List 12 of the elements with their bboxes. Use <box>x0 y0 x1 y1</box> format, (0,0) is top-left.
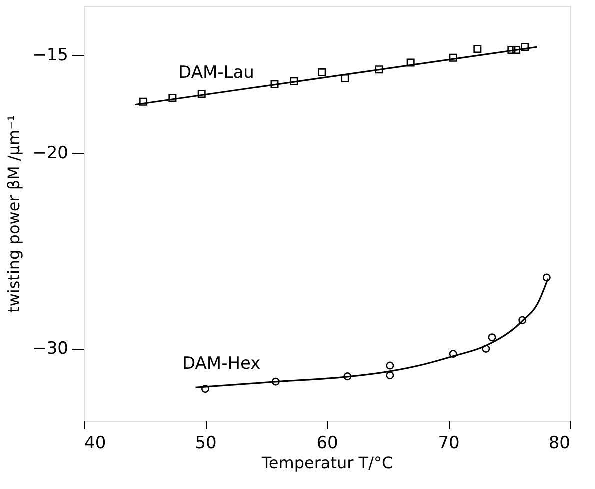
x-tick-label: 50 <box>195 434 217 454</box>
x-tick-label: 60 <box>316 434 338 454</box>
x-tick-label: 80 <box>548 434 570 454</box>
y-tick-label: −30 <box>32 339 68 360</box>
y-axis-title: twisting power βM /µm⁻¹ <box>4 115 24 313</box>
series-label: DAM-Lau <box>178 62 254 83</box>
series-label: DAM-Hex <box>182 354 261 374</box>
x-tick-label: 70 <box>438 434 460 454</box>
y-tick-label: −20 <box>32 143 68 164</box>
y-tick-label: −15 <box>32 45 68 66</box>
x-axis-title: Temperatur T/°C <box>260 454 394 472</box>
x-tick-label: 40 <box>84 434 106 454</box>
